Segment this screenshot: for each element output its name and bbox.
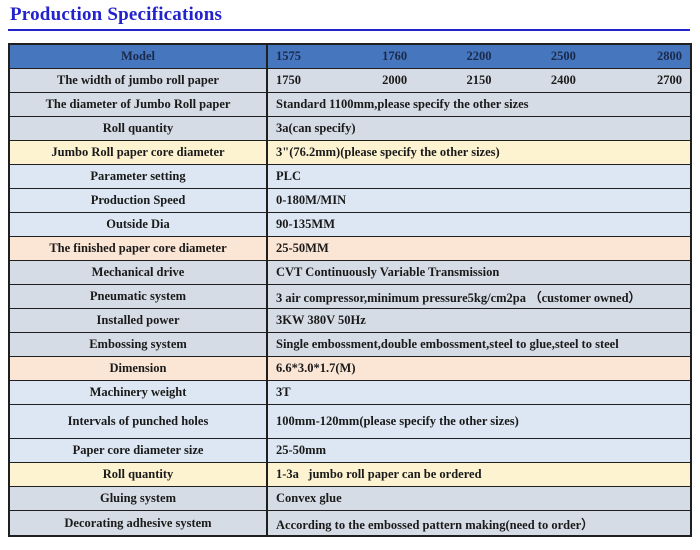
row-label: Roll quantity [10,117,268,140]
row-value: 3"(76.2mm)(please specify the other size… [276,145,500,159]
table-row: Intervals of punched holes 100mm-120mm(pl… [10,405,690,439]
table-row: Gluing system Convex glue [10,487,690,511]
row-label: The diameter of Jumbo Roll paper [10,93,268,116]
table-row: Parameter setting PLC [10,165,690,189]
table-row: Pneumatic system 3 air compressor,minimum… [10,285,690,309]
row-label: Dimension [10,357,268,380]
model-value: 2500 [550,49,576,63]
row-value: 25-50mm [276,443,326,457]
page-title: Production Specifications [10,4,223,25]
row-value: Standard 1100mm,please specify the other… [276,97,529,111]
row-value: 3T [276,385,291,399]
table-row: Roll quantity 1-3a jumbo roll paper can b… [10,463,690,487]
row-label: Production Speed [10,189,268,212]
table-row: Outside Dia 90-135MM [10,213,690,237]
model-value: 1750 [276,73,301,87]
model-value: 2400 [550,73,576,87]
row-value: 6.6*3.0*1.7(M) [276,361,356,375]
model-value: 2150 [466,73,492,87]
row-model-values: 1575 1760 2200 2500 2800 [268,45,690,68]
table-row: The diameter of Jumbo Roll paper Standard… [10,93,690,117]
row-label: Machinery weight [10,381,268,404]
row-label: Embossing system [10,333,268,356]
row-label: Jumbo Roll paper core diameter [10,141,268,164]
table-row: The finished paper core diameter 25-50MM [10,237,690,261]
row-value: 1-3a jumbo roll paper can be ordered [276,467,482,481]
row-value: 3a(can specify) [276,121,356,135]
row-value: 3KW 380V 50Hz [276,313,366,327]
table-row: The width of jumbo roll paper 1750 2000 215… [10,69,690,93]
model-value: 2800 [657,49,682,63]
row-label: The width of jumbo roll paper [10,69,268,92]
model-value: 1575 [276,49,301,63]
row-label: Mechanical drive [10,261,268,284]
table-row: Production Speed 0-180M/MIN [10,189,690,213]
table-row: Paper core diameter size 25-50mm [10,439,690,463]
table-row: Roll quantity 3a(can specify) [10,117,690,141]
table-row: Machinery weight 3T [10,381,690,405]
row-label: Outside Dia [10,213,268,236]
row-model-values: 1750 2000 2150 2400 2700 [268,69,690,92]
table-row: Mechanical drive CVT Continuously Variabl… [10,261,690,285]
row-label: The finished paper core diameter [10,237,268,260]
row-value: 90-135MM [276,217,336,231]
spec-table: Model 1575 1760 2200 2500 2800 The width of ju… [8,43,692,537]
row-label: Decorating adhesive system [10,511,268,535]
row-label: Gluing system [10,487,268,510]
table-row: Installed power 3KW 380V 50Hz [10,309,690,333]
row-value: CVT Continuously Variable Transmission [276,265,500,279]
table-header-row: Model 1575 1760 2200 2500 2800 [10,45,690,69]
table-row: Decorating adhesive system According to t… [10,511,690,535]
row-label: Model [10,45,268,68]
title-underline: Production Specifications [8,4,690,31]
row-label: Intervals of punched holes [10,405,268,438]
row-label: Installed power [10,309,268,332]
row-label: Paper core diameter size [10,439,268,462]
model-value: 1760 [382,49,408,63]
row-label: Parameter setting [10,165,268,188]
row-value: 3 air compressor,minimum pressure5kg/cm2… [276,291,642,305]
row-value: 0-180M/MIN [276,193,347,207]
table-row: Embossing system Single embossment,double… [10,333,690,357]
row-label: Pneumatic system [10,285,268,308]
table-row: Jumbo Roll paper core diameter 3"(76.2mm)… [10,141,690,165]
row-label: Roll quantity [10,463,268,486]
row-value: According to the embossed pattern making… [276,517,594,532]
model-value: 2000 [382,73,408,87]
model-value: 2200 [466,49,492,63]
row-value: Convex glue [276,491,342,505]
row-value: Single embossment,double embossment,stee… [276,337,619,351]
table-row: Dimension 6.6*3.0*1.7(M) [10,357,690,381]
model-value: 2700 [657,73,682,87]
row-value: PLC [276,169,301,183]
row-value: 25-50MM [276,241,329,255]
row-value: 100mm-120mm(please specify the other siz… [276,414,519,428]
